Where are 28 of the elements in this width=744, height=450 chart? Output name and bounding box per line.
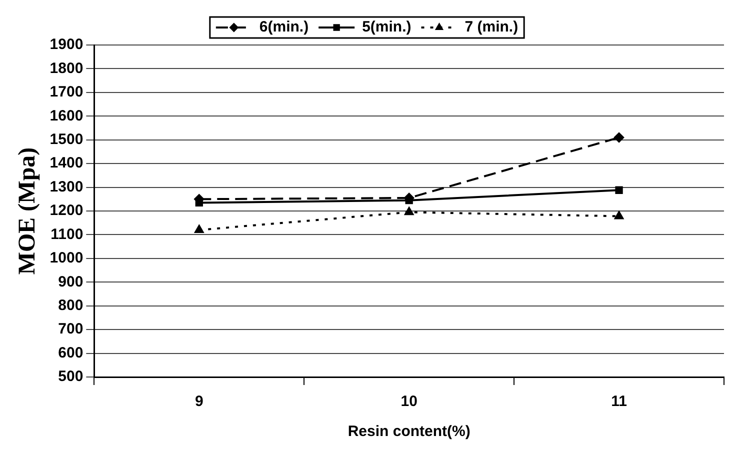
y-tick-label: 1500 bbox=[50, 131, 84, 148]
y-tick-label: 800 bbox=[58, 297, 84, 314]
y-tick-label: 600 bbox=[58, 344, 84, 362]
legend-label: 5(min.) bbox=[362, 18, 412, 36]
y-tick-label: 900 bbox=[58, 273, 84, 290]
y-tick-label: 1000 bbox=[50, 250, 84, 267]
y-tick-label: 1700 bbox=[50, 84, 84, 101]
x-tick-label: 10 bbox=[400, 393, 418, 410]
y-tick-label: 1400 bbox=[50, 154, 84, 172]
y-axis-title: MOE (Mpa) bbox=[14, 147, 41, 275]
point bbox=[614, 211, 624, 220]
x-tick-label: 9 bbox=[194, 393, 204, 410]
y-tick-label: 500 bbox=[58, 368, 84, 386]
x-axis-title: Resin content(%) bbox=[348, 423, 470, 440]
legend-label: 7 (min.) bbox=[464, 18, 518, 36]
point bbox=[614, 132, 624, 142]
y-tick-label: 1800 bbox=[50, 60, 84, 77]
y-tick-label: 1600 bbox=[50, 107, 84, 124]
legend-label: 6(min.) bbox=[259, 18, 309, 36]
point bbox=[615, 186, 623, 194]
y-tick-label: 1100 bbox=[50, 226, 84, 243]
y-tick-label: 700 bbox=[58, 320, 84, 338]
y-tick-label: 1300 bbox=[50, 178, 84, 196]
x-tick-label: 11 bbox=[611, 393, 627, 410]
y-tick-label: 1200 bbox=[50, 202, 84, 220]
y-tick-label: 1900 bbox=[50, 36, 84, 54]
point bbox=[404, 207, 414, 216]
point bbox=[194, 224, 204, 233]
